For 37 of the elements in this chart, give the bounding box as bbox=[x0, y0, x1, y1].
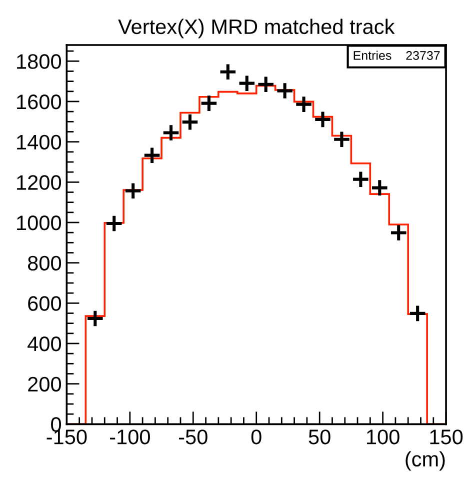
point bbox=[408, 304, 427, 323]
point bbox=[180, 112, 200, 132]
y-tick-label: 1400 bbox=[17, 134, 62, 150]
x-axis-title: (cm) bbox=[406, 451, 445, 471]
point bbox=[294, 95, 313, 114]
point bbox=[124, 182, 142, 200]
y-tick-label: 400 bbox=[28, 336, 62, 352]
annotation: Entries 23737 bbox=[354, 50, 440, 60]
point bbox=[218, 62, 238, 82]
point bbox=[200, 94, 218, 112]
point bbox=[162, 124, 180, 142]
y-tick-label: 200 bbox=[28, 376, 62, 392]
chart-title: Vertex(X) MRD matched track bbox=[118, 18, 395, 38]
x-tick-label: 150 bbox=[430, 430, 463, 444]
x-tick-label: 50 bbox=[308, 430, 330, 444]
point bbox=[104, 214, 124, 233]
point bbox=[256, 75, 276, 94]
x-tick-label: 0 bbox=[251, 430, 262, 444]
y-tick-label: 600 bbox=[28, 296, 62, 311]
point bbox=[142, 146, 162, 164]
point bbox=[314, 110, 332, 129]
y-tick-label: 800 bbox=[28, 256, 62, 271]
point bbox=[276, 82, 294, 100]
x-tick-label: -50 bbox=[179, 430, 208, 444]
point bbox=[86, 309, 104, 328]
point bbox=[370, 178, 389, 197]
x-tick-label: -100 bbox=[110, 430, 150, 444]
x-tick-label: 100 bbox=[367, 430, 400, 444]
y-tick-label: 1200 bbox=[17, 175, 62, 190]
y-tick-label: 1800 bbox=[17, 54, 62, 69]
x-tick-label: -150 bbox=[46, 430, 87, 444]
y-tick-label: 1000 bbox=[17, 215, 62, 230]
point bbox=[352, 170, 370, 188]
y-tick-label: 1600 bbox=[17, 94, 62, 110]
point bbox=[332, 130, 351, 149]
point bbox=[238, 74, 256, 93]
point bbox=[389, 224, 408, 242]
